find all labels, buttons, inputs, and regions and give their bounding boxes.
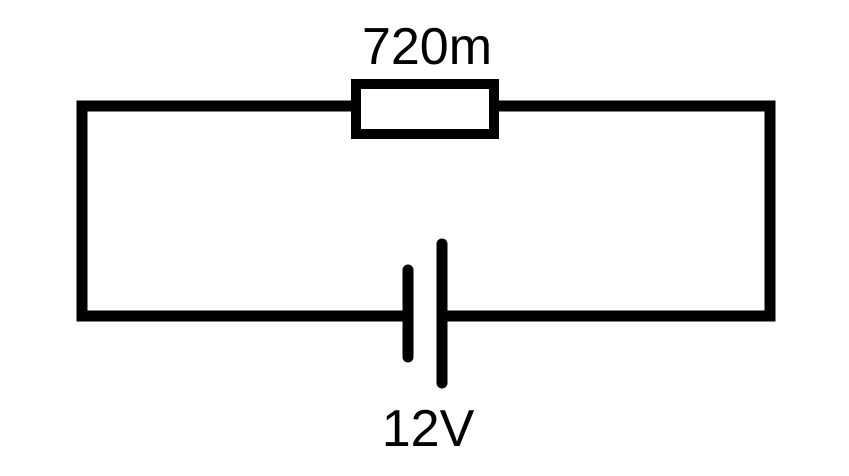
battery-label: 12V [382,400,475,458]
circuit-wires [76,100,776,322]
wire-top-right [437,100,776,322]
wire-top-left [76,100,413,322]
resistor [351,79,499,139]
battery-gap [414,309,436,323]
resistor-label: 720m [362,18,492,76]
battery [402,238,448,389]
